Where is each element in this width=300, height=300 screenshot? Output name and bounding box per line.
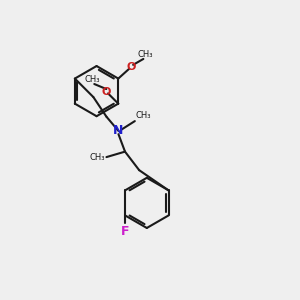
Text: O: O [102,87,111,97]
Text: F: F [121,225,129,238]
Text: O: O [127,61,136,72]
Text: CH₃: CH₃ [138,50,153,59]
Text: CH₃: CH₃ [90,153,105,162]
Text: N: N [113,124,124,137]
Text: CH₃: CH₃ [84,75,100,84]
Text: CH₃: CH₃ [136,111,152,120]
